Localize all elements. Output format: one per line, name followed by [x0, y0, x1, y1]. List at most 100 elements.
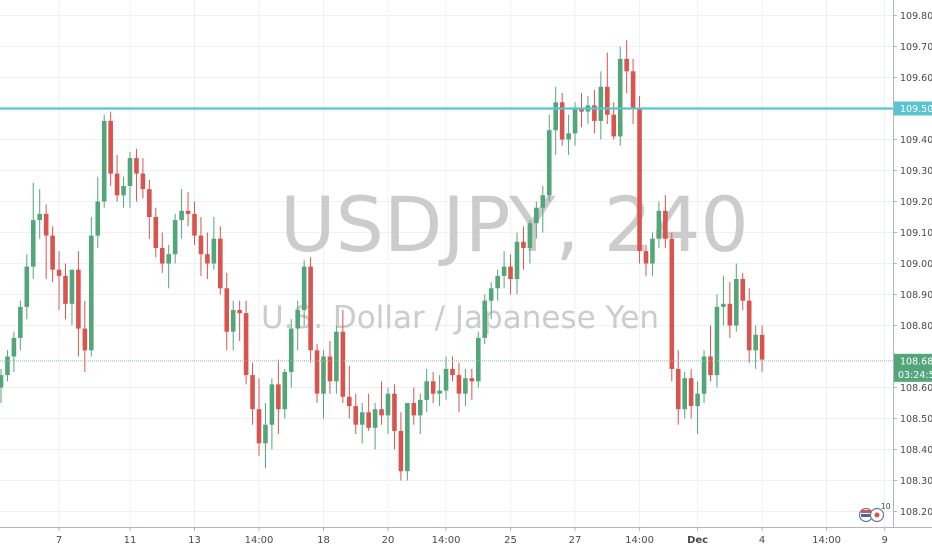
candle: [514, 232, 520, 295]
candle-body: [101, 120, 107, 202]
time-tick-label: 18: [317, 535, 330, 546]
candle-body: [695, 393, 700, 407]
candle-body: [82, 328, 88, 351]
price-tick-label: 109.100: [900, 228, 932, 239]
candle: [482, 294, 488, 345]
price-tick-label: 108.500: [900, 414, 932, 425]
candle-body: [721, 303, 726, 307]
candle: [585, 96, 591, 124]
candle: [256, 378, 262, 456]
candle-body: [688, 378, 694, 407]
candle-body: [443, 368, 449, 391]
candle: [417, 393, 423, 434]
time-tick-label: 14:00: [245, 535, 274, 546]
candle-body: [540, 195, 546, 208]
price-tick-label: 109.300: [900, 166, 932, 177]
candle: [76, 251, 81, 357]
candle: [43, 204, 49, 279]
candle: [656, 201, 662, 248]
price-tick-label: 109.700: [900, 42, 932, 53]
candle-body: [617, 58, 623, 137]
candle-body: [682, 378, 687, 410]
candle: [0, 368, 4, 403]
candle: [82, 300, 88, 372]
candle-body: [366, 412, 371, 428]
candle-body: [166, 254, 171, 264]
candle: [366, 393, 371, 431]
candle-body: [469, 378, 475, 382]
candle-body: [134, 158, 139, 174]
price-tick-label: 108.400: [900, 445, 932, 456]
candle: [385, 387, 391, 434]
candle-body: [140, 173, 146, 190]
candle: [24, 254, 30, 320]
candle: [230, 300, 236, 351]
candle-body: [18, 306, 23, 338]
hline-price-tag: 109.500: [894, 101, 932, 116]
candle: [727, 282, 733, 338]
candle: [469, 368, 475, 400]
time-tick-label: 25: [504, 535, 517, 546]
candle: [250, 362, 255, 425]
candle: [140, 158, 146, 199]
candle-body: [450, 368, 455, 376]
time-tick-label: 13: [188, 535, 201, 546]
event-marker-dot-icon: [874, 512, 880, 518]
time-axis-ticks: 7 11 13 14:00 18 20 14:00 25 27 14:00 Dec 4 14:00 9: [56, 527, 888, 546]
candle: [63, 263, 68, 320]
candle-body: [250, 375, 255, 410]
candle-body: [611, 114, 617, 137]
candle-body: [43, 213, 49, 236]
candle: [5, 350, 10, 382]
candle-body: [411, 403, 417, 416]
candle-body: [592, 105, 597, 121]
candle: [159, 232, 165, 273]
candle-body: [708, 356, 713, 376]
candle-body: [243, 313, 249, 376]
candle: [740, 272, 746, 310]
last-price-tag: 108.686 03:24:57: [894, 353, 932, 382]
candle-body: [11, 337, 17, 357]
price-tick-label: 109.000: [900, 259, 932, 270]
candle-body: [230, 310, 236, 332]
price-tick-label: 109.600: [900, 73, 932, 84]
candle-body: [269, 384, 275, 425]
candle: [605, 52, 610, 124]
candle-body: [172, 220, 178, 255]
price-tick-label: 108.200: [900, 507, 932, 518]
time-tick-label: 14:00: [432, 535, 461, 546]
candle: [669, 232, 675, 382]
candle-body: [566, 133, 571, 140]
candle: [263, 403, 268, 469]
candle: [308, 257, 313, 363]
price-tick-label: 108.300: [900, 476, 932, 487]
candle: [540, 186, 546, 233]
candle: [488, 282, 494, 320]
candle-body: [534, 207, 539, 224]
candle: [579, 93, 584, 128]
candle: [327, 341, 333, 394]
candle-body: [624, 58, 629, 72]
candle: [288, 319, 294, 388]
candle-body: [727, 303, 733, 326]
candle: [714, 294, 720, 388]
candle-body: [714, 306, 720, 376]
candle: [682, 372, 687, 419]
price-axis-background[interactable]: [893, 0, 932, 550]
candle: [534, 201, 539, 239]
events-markers[interactable]: 10: [858, 502, 891, 523]
candle-body: [205, 254, 210, 264]
candle-body: [63, 275, 68, 304]
candle-body: [56, 269, 62, 276]
candle-body: [385, 393, 391, 416]
candle-body: [663, 210, 668, 239]
candle: [37, 189, 42, 239]
candle-body: [398, 430, 404, 472]
candle: [675, 350, 681, 425]
candle-body: [340, 331, 346, 397]
candle: [701, 350, 707, 403]
candle-body: [95, 201, 101, 236]
candle-body: [121, 186, 126, 196]
candle: [546, 114, 552, 202]
candle-body: [263, 424, 268, 444]
